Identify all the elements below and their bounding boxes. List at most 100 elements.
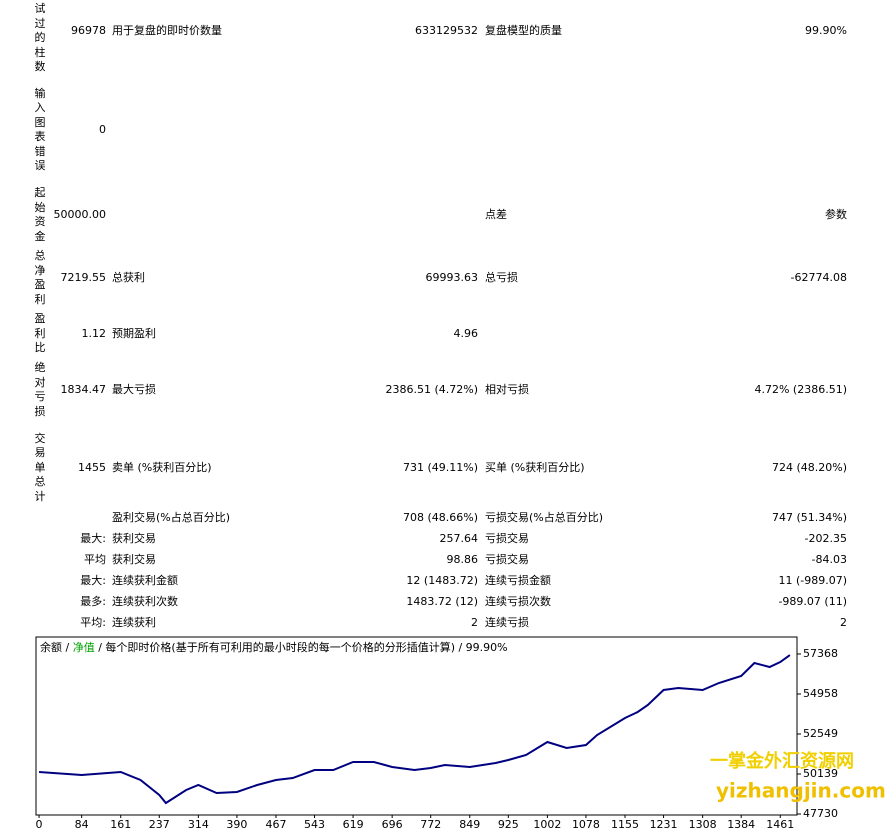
cell: 获利交易: [112, 532, 156, 545]
x-tick-label: 849: [459, 818, 480, 831]
cell: 亏损交易: [485, 532, 529, 545]
watermark: yizhangjin.com: [716, 779, 886, 803]
x-tick-label: 619: [343, 818, 364, 831]
cell: 11 (-989.07): [778, 574, 847, 587]
y-tick-label: 50139: [803, 767, 838, 780]
cell: 0: [99, 123, 106, 136]
x-tick-label: 1155: [611, 818, 639, 831]
x-tick-label: 161: [110, 818, 131, 831]
cell: 633129532: [415, 24, 478, 37]
cell: 99.90%: [805, 24, 847, 37]
row-label: 输入图表错误: [34, 86, 46, 173]
cell: 最大亏损: [112, 383, 156, 396]
x-tick-label: 1384: [727, 818, 755, 831]
cell: 2386.51 (4.72%): [385, 383, 478, 396]
cell: 724 (48.20%): [771, 461, 847, 474]
cell: 50000.00: [53, 208, 107, 221]
y-tick-label: 54958: [803, 687, 838, 700]
cell: 96978: [71, 24, 106, 37]
x-tick-label: 1461: [766, 818, 794, 831]
cell: 708 (48.66%): [402, 511, 478, 524]
cell: 最大:: [80, 574, 106, 587]
cell: 4.96: [453, 327, 479, 340]
cell: 用于复盘的即时价数量: [112, 24, 222, 37]
y-tick-label: 57368: [803, 647, 838, 660]
cell: 连续获利: [112, 616, 156, 629]
cell: 参数: [825, 208, 847, 221]
cell: 总亏损: [485, 271, 518, 284]
cell: -202.35: [804, 532, 847, 545]
x-tick-label: 390: [226, 818, 247, 831]
chart-frame: [35, 636, 798, 816]
cell: 卖单 (%获利百分比): [112, 461, 212, 474]
header-part: 净值: [73, 640, 95, 654]
x-tick-label: 0: [36, 818, 43, 831]
x-tick-label: 772: [420, 818, 441, 831]
chart-header: 余额 / 净值 / 每个即时价格(基于所有可利用的最小时段的每一个价格的分形插值…: [40, 640, 508, 654]
cell: 98.86: [446, 553, 479, 566]
header-part: 余额: [40, 640, 62, 654]
cell: 747 (51.34%): [771, 511, 847, 524]
cell: 731 (49.11%): [402, 461, 478, 474]
header-part: /: [62, 641, 73, 654]
row-label: 盈利比: [34, 312, 46, 355]
cell: 买单 (%获利百分比): [485, 461, 585, 474]
cell: 预期盈利: [112, 327, 156, 340]
cell: 点差: [485, 208, 507, 221]
row-label: 测试过的柱数: [34, 0, 46, 73]
cell: 连续亏损: [485, 616, 529, 629]
cell: 平均:: [80, 616, 106, 629]
cell: 连续获利次数: [112, 595, 178, 608]
cell: 总获利: [112, 271, 145, 284]
cell: 平均: [84, 553, 106, 566]
cell: 最大:: [80, 532, 106, 545]
cell: 连续亏损次数: [485, 595, 551, 608]
cell: -989.07 (11): [778, 595, 847, 608]
cell: 亏损交易: [485, 553, 529, 566]
x-tick-label: 1231: [650, 818, 678, 831]
cell: 2: [471, 616, 478, 629]
cell: 69993.63: [425, 271, 479, 284]
cell: 4.72% (2386.51): [754, 383, 847, 396]
cell: 2: [840, 616, 847, 629]
x-tick-label: 1002: [533, 818, 561, 831]
x-tick-label: 1078: [572, 818, 600, 831]
cell: 12 (1483.72): [406, 574, 478, 587]
cell: 亏损交易(%占总百分比): [485, 511, 604, 524]
x-tick-label: 467: [265, 818, 286, 831]
cell: 连续获利金额: [112, 574, 178, 587]
cell: 复盘模型的质量: [485, 24, 562, 37]
cell: 257.64: [439, 532, 479, 545]
header-part: / 每个即时价格(基于所有可利用的最小时段的每一个价格的分形插值计算) / 99…: [95, 640, 508, 654]
plot: [38, 654, 791, 805]
cell: 最多:: [80, 595, 106, 608]
cell: 获利交易: [112, 553, 156, 566]
x-tick-label: 84: [75, 818, 89, 831]
balance-line: [38, 654, 791, 805]
x-tick-label: 237: [149, 818, 170, 831]
cell: 1455: [78, 461, 106, 474]
row-label: 起始资金: [34, 186, 46, 243]
cell: 7219.55: [60, 271, 107, 284]
cell: 1483.72 (12): [406, 595, 478, 608]
cell: -84.03: [811, 553, 847, 566]
cell: 相对亏损: [485, 383, 529, 396]
row-label: 交易单总计: [34, 431, 46, 503]
x-tick-label: 314: [188, 818, 209, 831]
cell: 1834.47: [60, 383, 107, 396]
x-tick-label: 696: [382, 818, 403, 831]
x-tick-label: 543: [304, 818, 325, 831]
cell: -62774.08: [790, 271, 847, 284]
cell: 连续亏损金额: [485, 574, 551, 587]
cell: 1.12: [81, 327, 107, 340]
x-tick-label: 1308: [689, 818, 717, 831]
y-tick-label: 47730: [803, 807, 838, 820]
y-tick-label: 52549: [803, 727, 838, 740]
x-tick-label: 925: [498, 818, 519, 831]
watermark: 一掌金外汇资源网: [710, 750, 854, 772]
cell: 盈利交易(%占总百分比): [112, 511, 231, 524]
row-label: 绝对亏损: [34, 361, 46, 418]
row-label: 总净盈利: [34, 249, 46, 306]
